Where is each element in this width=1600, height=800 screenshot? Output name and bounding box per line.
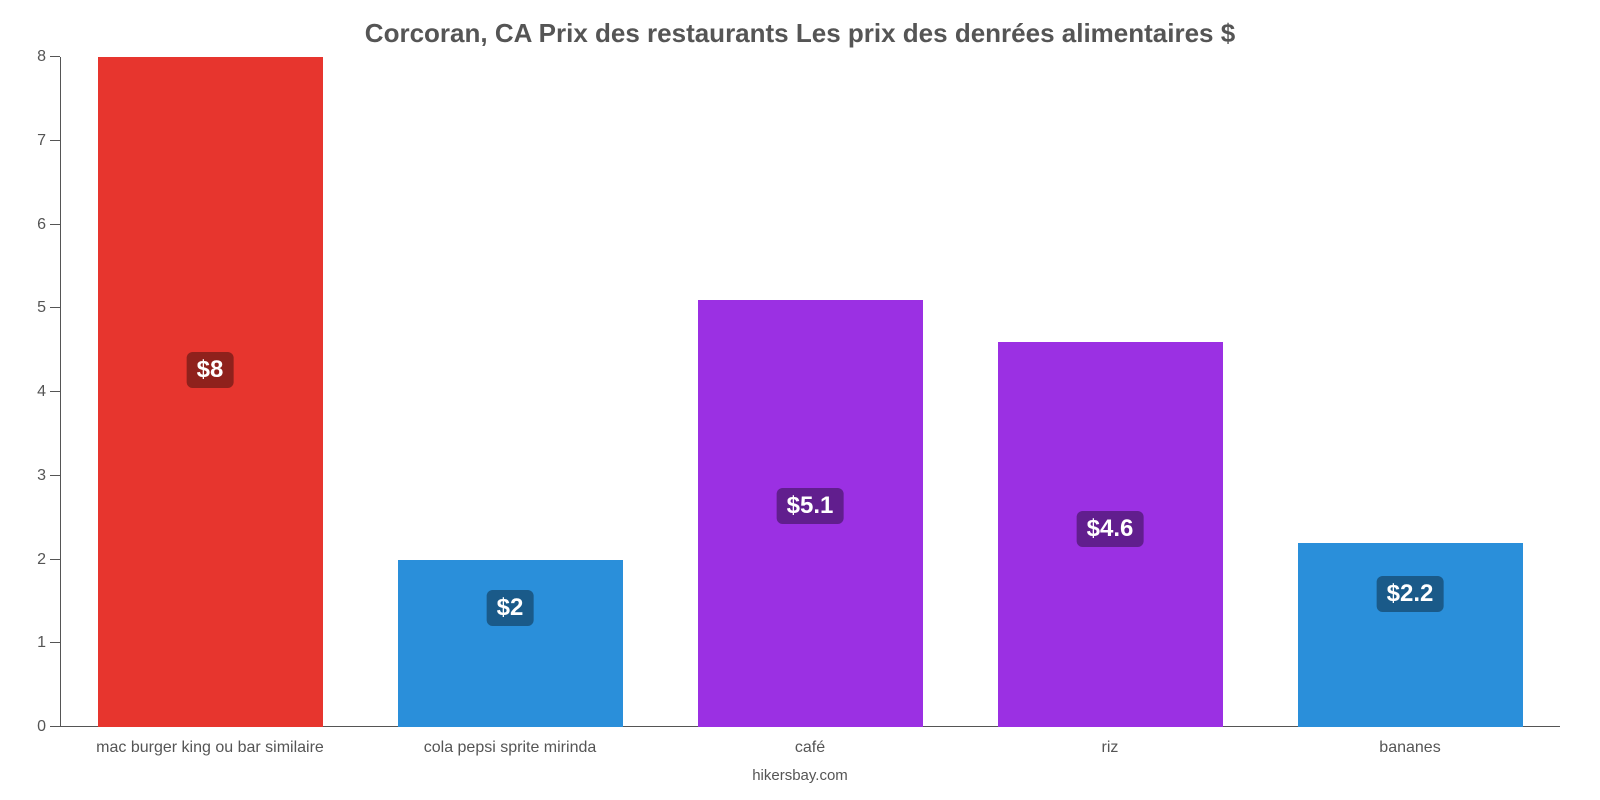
bar: $8 — [98, 57, 323, 727]
y-tick — [50, 224, 60, 225]
y-tick-label: 0 — [37, 718, 46, 736]
y-tick-label: 8 — [37, 48, 46, 66]
y-tick — [50, 559, 60, 560]
value-badge: $4.6 — [1077, 511, 1144, 547]
value-badge: $2.2 — [1377, 576, 1444, 612]
x-axis-labels: mac burger king ou bar similairecola pep… — [60, 727, 1560, 757]
x-axis-label: café — [660, 727, 960, 757]
bar: $4.6 — [998, 342, 1223, 727]
bars-container: $8 $2 $5.1 $4.6 $2.2 — [60, 57, 1560, 727]
bar-slot: $2 — [360, 57, 660, 727]
x-axis-label: bananes — [1260, 727, 1560, 757]
y-tick — [50, 726, 60, 727]
bar: $2 — [398, 560, 623, 728]
bar-slot: $8 — [60, 57, 360, 727]
y-tick — [50, 307, 60, 308]
y-tick — [50, 56, 60, 57]
bar: $5.1 — [698, 300, 923, 727]
bar-slot: $4.6 — [960, 57, 1260, 727]
value-badge: $2 — [487, 590, 534, 626]
value-badge: $5.1 — [777, 488, 844, 524]
y-tick — [50, 475, 60, 476]
price-bar-chart: Corcoran, CA Prix des restaurants Les pr… — [0, 0, 1600, 800]
x-axis-label: riz — [960, 727, 1260, 757]
x-axis-label: mac burger king ou bar similaire — [60, 727, 360, 757]
value-badge: $8 — [187, 352, 234, 388]
x-axis-label: cola pepsi sprite mirinda — [360, 727, 660, 757]
chart-title: Corcoran, CA Prix des restaurants Les pr… — [30, 18, 1570, 49]
bar: $2.2 — [1298, 543, 1523, 727]
plot-area: $8$2$5.1$4.6$2.2 012345678 — [60, 57, 1560, 727]
bar-slot: $2.2 — [1260, 57, 1560, 727]
y-tick-label: 4 — [37, 383, 46, 401]
bar-slot: $5.1 — [660, 57, 960, 727]
y-tick — [50, 140, 60, 141]
y-tick-label: 7 — [37, 132, 46, 150]
y-tick-label: 2 — [37, 551, 46, 569]
chart-credit: hikersbay.com — [30, 767, 1570, 784]
y-tick-label: 3 — [37, 467, 46, 485]
y-tick — [50, 642, 60, 643]
y-tick-label: 1 — [37, 634, 46, 652]
y-tick-label: 6 — [37, 216, 46, 234]
y-tick-label: 5 — [37, 299, 46, 317]
y-tick — [50, 391, 60, 392]
